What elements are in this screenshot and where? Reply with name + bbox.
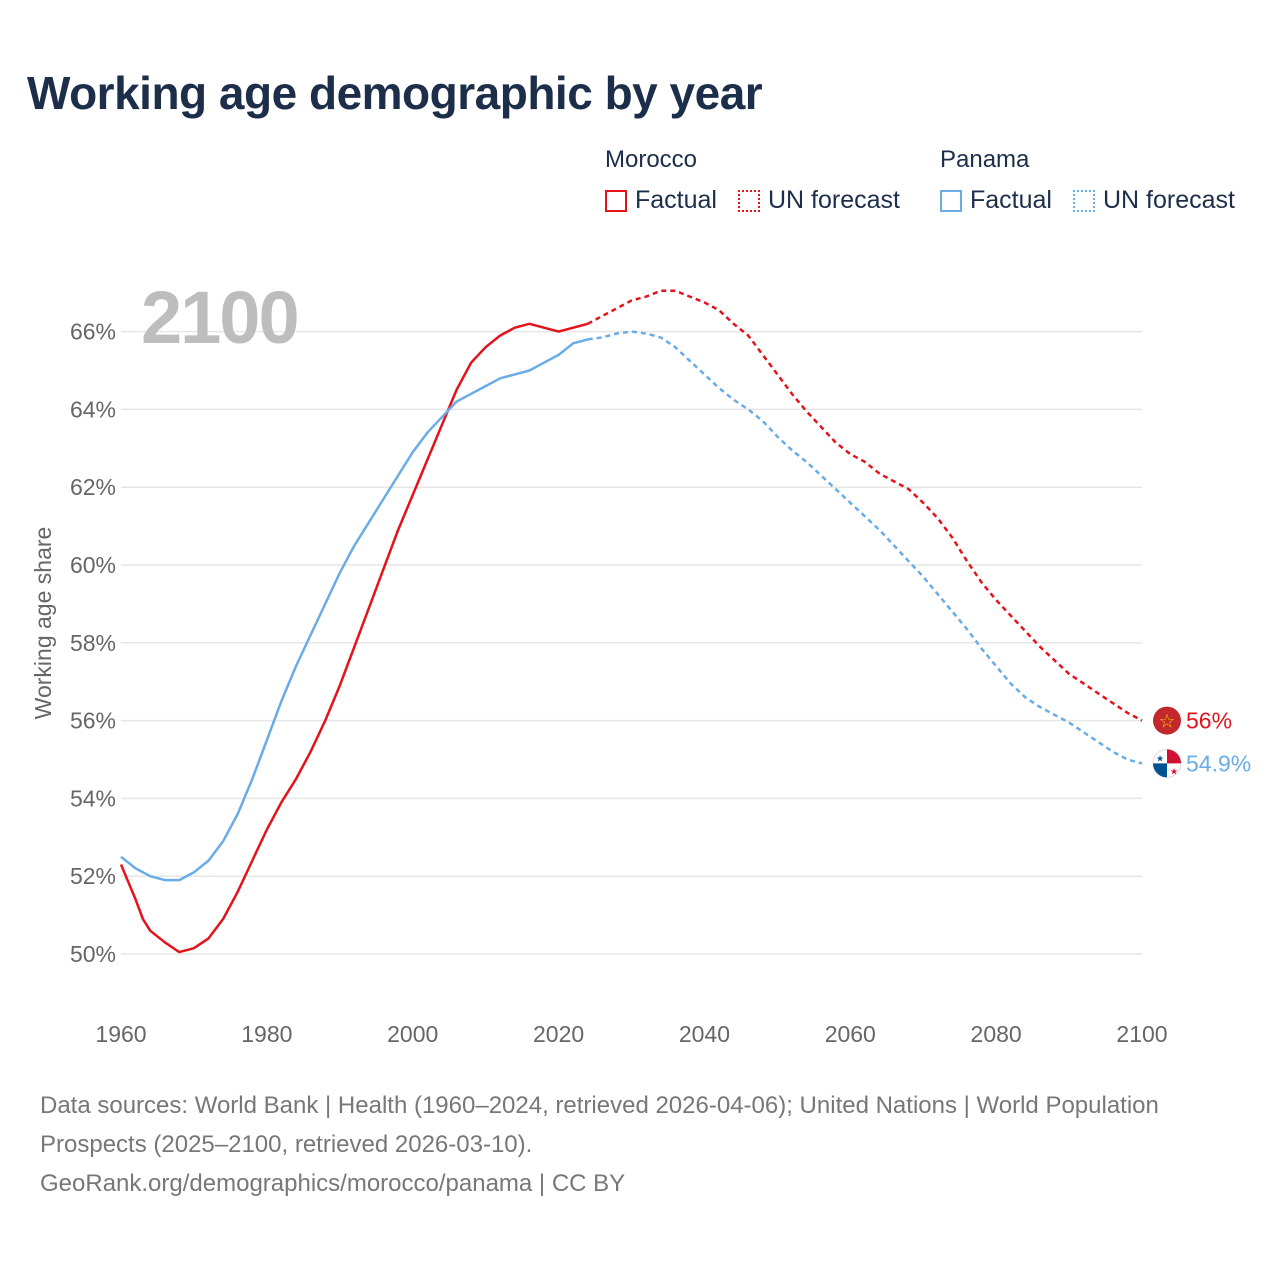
y-tick-label: 62% bbox=[70, 474, 116, 500]
x-tick-label: 2020 bbox=[533, 1021, 584, 1047]
legend-morocco-factual[interactable]: Factual bbox=[605, 186, 717, 215]
y-tick-label: 56% bbox=[70, 708, 116, 734]
x-tick-label: 2000 bbox=[387, 1021, 438, 1047]
legend-label: Factual bbox=[970, 186, 1052, 214]
flag-star-icon: ★ bbox=[1156, 754, 1164, 764]
flag-red-quadrant bbox=[1167, 749, 1181, 764]
y-tick-label: 54% bbox=[70, 785, 116, 811]
footer: Data sources: World Bank | Health (1960–… bbox=[40, 1086, 1220, 1203]
legend-morocco-forecast[interactable]: UN forecast bbox=[738, 186, 900, 215]
y-tick-label: 52% bbox=[70, 863, 116, 889]
legend-label: UN forecast bbox=[1103, 186, 1235, 214]
x-tick-label: 2080 bbox=[971, 1021, 1022, 1047]
x-tick-label: 2100 bbox=[1116, 1021, 1167, 1047]
panama-factual-line bbox=[120, 338, 589, 882]
legend-label: UN forecast bbox=[768, 186, 900, 214]
flag-star-icon: ☆ bbox=[1158, 711, 1175, 733]
year-overlay: 2100 bbox=[141, 276, 298, 359]
legend-panama-forecast[interactable]: UN forecast bbox=[1073, 186, 1235, 215]
footer-sources: Data sources: World Bank | Health (1960–… bbox=[40, 1092, 1159, 1158]
legend-swatch-icon bbox=[1073, 189, 1095, 212]
line-chart: 50% 52% 54% 56% 58% 60% 62% 64% 66% 1960 1980 2000 2… bbox=[30, 276, 1251, 1047]
y-tick-label: 58% bbox=[70, 630, 116, 656]
legend-morocco-title: Morocco bbox=[605, 146, 698, 173]
x-tick-label: 2040 bbox=[679, 1021, 730, 1047]
legend-label: Factual bbox=[635, 186, 717, 214]
legend-swatch-icon bbox=[738, 189, 760, 212]
panama-forecast-line bbox=[587, 330, 1143, 765]
flag-star-icon: ★ bbox=[1170, 767, 1178, 777]
flag-blue-quadrant bbox=[1153, 763, 1167, 778]
legend-swatch-icon bbox=[940, 189, 962, 212]
footer-link[interactable]: GeoRank.org/demographics/morocco/panama … bbox=[40, 1170, 626, 1197]
legend-swatch-icon bbox=[605, 189, 627, 212]
y-tick-label: 50% bbox=[70, 941, 116, 967]
morocco-forecast-line bbox=[587, 289, 1143, 722]
morocco-factual-line bbox=[119, 322, 589, 954]
y-tick-label: 64% bbox=[70, 396, 116, 422]
x-tick-label: 1980 bbox=[241, 1021, 292, 1047]
x-tick-label: 2060 bbox=[825, 1021, 876, 1047]
y-tick-label: 60% bbox=[70, 552, 116, 578]
x-tick-label: 1960 bbox=[95, 1021, 146, 1047]
morocco-flag-icon bbox=[1153, 706, 1181, 735]
morocco-end-label: 56% bbox=[1186, 708, 1232, 734]
chart-title: Working age demographic by year bbox=[27, 67, 763, 119]
legend-panama-factual[interactable]: Factual bbox=[940, 186, 1052, 215]
legend-panama-title: Panama bbox=[940, 146, 1030, 173]
y-axis-label: Working age share bbox=[30, 527, 56, 720]
y-tick-label: 66% bbox=[70, 319, 116, 345]
panama-end-label: 54.9% bbox=[1186, 750, 1251, 776]
